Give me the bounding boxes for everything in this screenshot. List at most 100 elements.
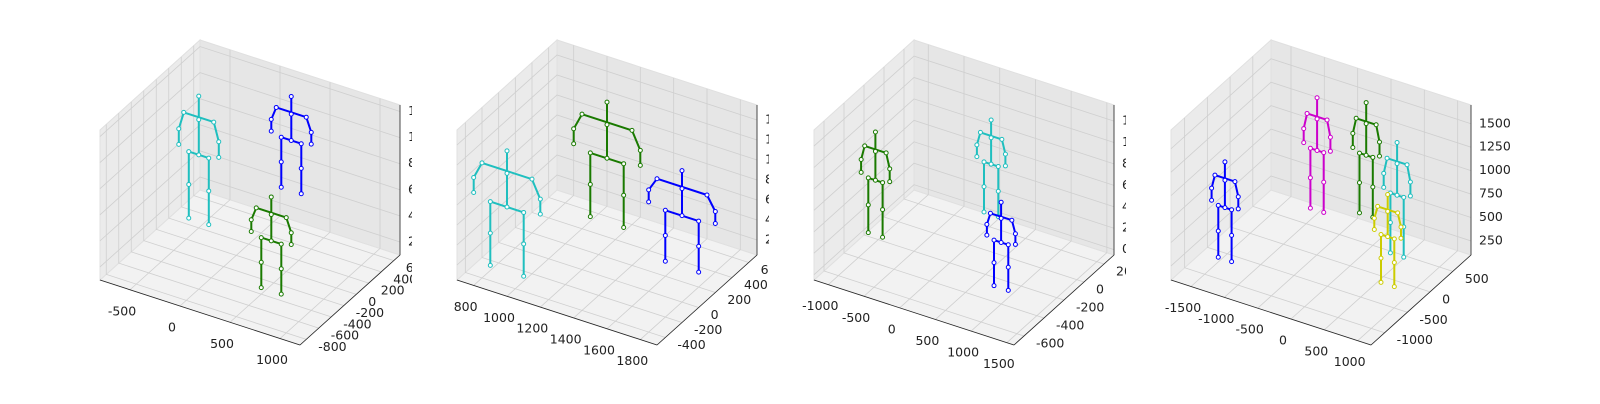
joint (1373, 122, 1379, 128)
joint (298, 141, 304, 147)
z-grid-line (813, 77, 1115, 168)
y-tick-label: 0 (1442, 291, 1450, 306)
joint (604, 122, 610, 128)
y-tick-label: 400 (393, 271, 417, 286)
joint (1321, 179, 1327, 185)
y-grid-line (883, 67, 1085, 283)
joint (872, 129, 878, 135)
x-tick-label: 1000 (947, 345, 979, 360)
joint (176, 126, 182, 132)
y-grid-line (1184, 117, 1385, 334)
joint (1314, 95, 1320, 101)
joint (880, 207, 886, 213)
joint (1387, 250, 1393, 256)
y-grid-line (514, 77, 716, 293)
joint (712, 209, 718, 214)
joint (1301, 126, 1307, 132)
joint (1385, 191, 1391, 197)
joint (1356, 180, 1362, 186)
joint (1235, 194, 1241, 200)
joint (887, 166, 893, 172)
joint (679, 213, 685, 219)
joint (248, 217, 254, 223)
joint (283, 215, 289, 221)
z-grid-line (99, 98, 401, 189)
x-grid-line (828, 44, 929, 285)
joint (981, 184, 987, 190)
joint (253, 205, 259, 211)
z-tick-label: 500 (1479, 209, 1503, 224)
z-grid-line (813, 141, 1115, 233)
joint (621, 225, 627, 230)
x-tick-label: 500 (1304, 343, 1328, 358)
joint (1391, 236, 1397, 242)
joint (521, 209, 527, 215)
joint (537, 211, 543, 217)
joint (537, 196, 543, 202)
z-grid-line (813, 119, 1115, 211)
joint (487, 230, 493, 236)
joint (487, 262, 493, 268)
joint (1350, 130, 1356, 136)
joint (998, 199, 1004, 205)
joint (278, 184, 284, 190)
joint (1385, 208, 1391, 214)
z-grid-line (456, 94, 758, 186)
joint (1394, 140, 1400, 146)
joint (662, 258, 668, 264)
joint (1381, 184, 1387, 190)
joint (984, 221, 990, 227)
x-tick-label: 500 (915, 333, 939, 348)
x-tick-label: 500 (210, 336, 234, 351)
joint (704, 192, 710, 198)
joint (1327, 148, 1333, 154)
joint (1356, 150, 1362, 156)
joint (579, 111, 585, 117)
joint (278, 291, 284, 297)
joint (504, 148, 510, 154)
z-tick-label: 1000 (1479, 162, 1511, 177)
x-grid-line (606, 88, 708, 330)
joint (268, 128, 274, 134)
joint (1222, 159, 1228, 165)
x-tick-label: 1000 (483, 310, 515, 325)
y-tick-label: -400 (343, 316, 371, 331)
joint (206, 188, 212, 194)
joint (298, 191, 304, 197)
y-tick-label: -1000 (1397, 332, 1433, 347)
joint (1314, 116, 1320, 122)
joint (974, 142, 980, 148)
joint (258, 235, 264, 241)
y-grid-line (193, 45, 394, 262)
x-grid-line (863, 56, 965, 297)
joint (587, 150, 593, 156)
joint (662, 232, 668, 238)
joint (1327, 134, 1333, 140)
joint (696, 269, 702, 275)
joint (288, 230, 294, 236)
x-grid-line (573, 77, 675, 319)
y-grid-line (863, 85, 1065, 301)
joint (571, 126, 577, 132)
joint (696, 243, 702, 249)
y-tick-label: -500 (1419, 312, 1447, 327)
x-tick-label: 0 (888, 321, 896, 336)
joint (1394, 161, 1400, 167)
joint (858, 157, 864, 163)
joint (288, 137, 294, 143)
joint (1321, 209, 1327, 215)
joint (1229, 259, 1235, 265)
x-tick-label: 1600 (583, 342, 615, 357)
z-grid-line (813, 55, 1115, 147)
y-tick-label: -600 (331, 328, 359, 343)
joint (865, 230, 871, 236)
joint (604, 99, 610, 105)
joint (1229, 207, 1235, 213)
joint (529, 176, 535, 182)
joint (308, 129, 314, 135)
joint (696, 218, 702, 224)
joint (872, 148, 878, 154)
joint (1301, 140, 1307, 146)
x-tick-label: 1000 (1334, 354, 1366, 369)
joint (278, 266, 284, 272)
